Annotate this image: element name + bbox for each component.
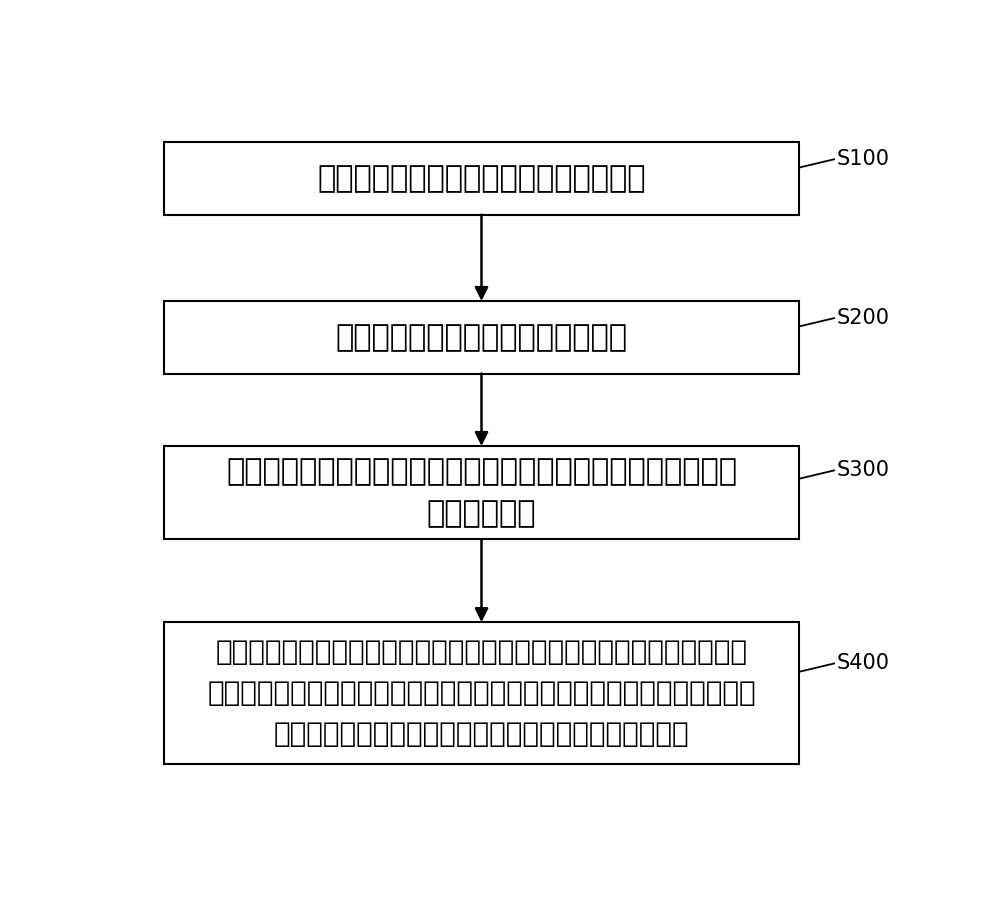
- Text: S200: S200: [836, 309, 889, 328]
- Bar: [164, 142, 799, 214]
- Bar: [164, 301, 799, 373]
- Text: S400: S400: [836, 654, 889, 674]
- Bar: [164, 446, 799, 539]
- Text: 确定叶端定时传感器数目与周向安装位置: 确定叶端定时传感器数目与周向安装位置: [317, 164, 646, 193]
- Text: S100: S100: [836, 149, 889, 170]
- Text: 基于稀疏重构方法确定的叶片振动频率及叶片的旋转频率得到叶片的振动
阶次，基于所述叶片振动阶次及叶端定时传感器安装位置构建叶片振动方程
设计矩阵，利用周向傅里叶方: 基于稀疏重构方法确定的叶片振动频率及叶片的旋转频率得到叶片的振动 阶次，基于所述…: [207, 638, 756, 748]
- Text: S300: S300: [836, 460, 889, 481]
- Text: 采集旋转叶片振动位移的欠采样信号: 采集旋转叶片振动位移的欠采样信号: [336, 323, 628, 352]
- Text: 建立所述欠采样信号的稀疏表示模型，利用稀疏重构方法，确定
叶片振动频率: 建立所述欠采样信号的稀疏表示模型，利用稀疏重构方法，确定 叶片振动频率: [226, 457, 737, 528]
- Bar: [164, 623, 799, 764]
